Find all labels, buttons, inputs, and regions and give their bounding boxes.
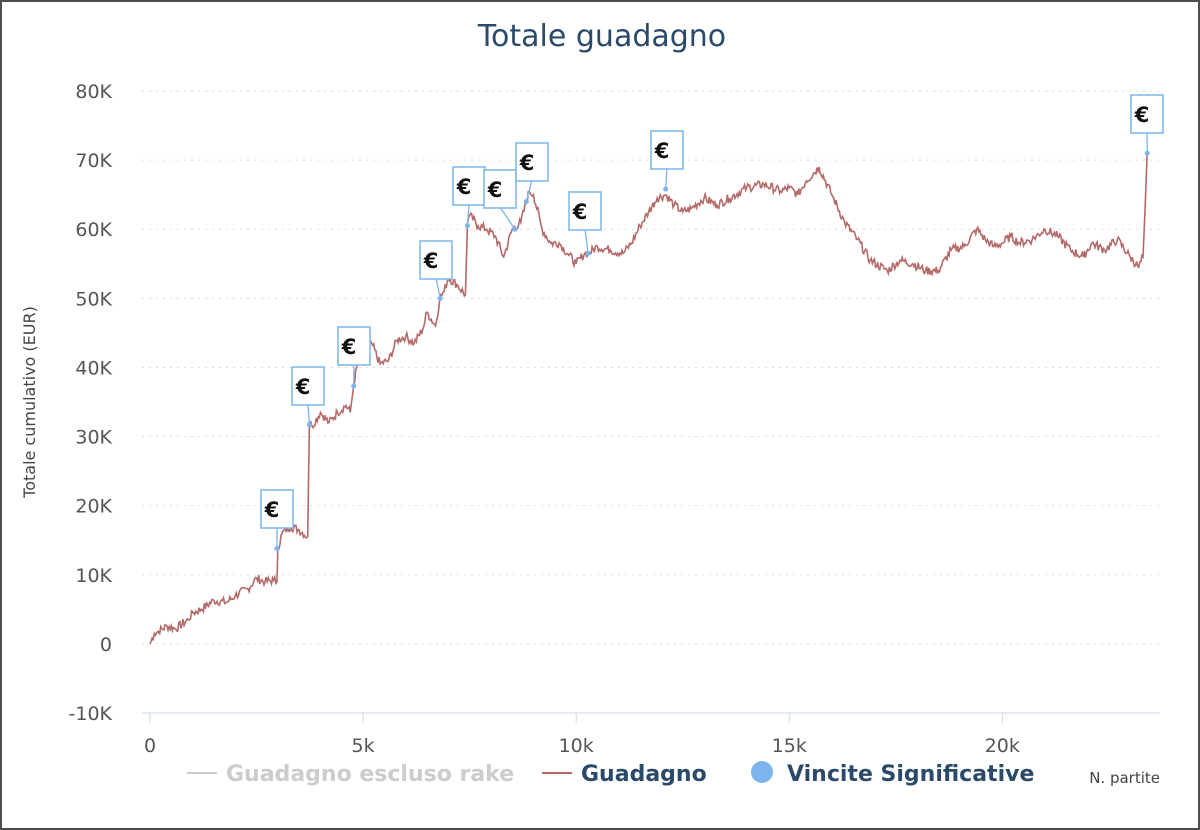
y-tick-label: 20K bbox=[75, 496, 112, 518]
y-tick-label: 60K bbox=[75, 219, 112, 241]
flag-box bbox=[1130, 94, 1164, 134]
flag-box bbox=[419, 240, 453, 280]
grid-lines bbox=[142, 90, 1160, 645]
flag-label: € bbox=[572, 200, 588, 224]
flag-box bbox=[337, 326, 371, 366]
y-tick-label: 70K bbox=[75, 150, 112, 172]
y-axis-ticks: -10K 0 10K 20K 30K 40K 50K 60K 70K 80K bbox=[69, 81, 113, 725]
flag-connector bbox=[435, 277, 441, 299]
flag-label: € bbox=[423, 249, 439, 273]
flag-point bbox=[437, 295, 443, 301]
legend-symbol bbox=[751, 761, 773, 783]
flag-point bbox=[585, 250, 591, 256]
flag-label: € bbox=[487, 178, 503, 202]
flag-label: € bbox=[341, 335, 357, 359]
significant-win-flag[interactable]: € bbox=[452, 166, 486, 229]
flag-box bbox=[452, 166, 486, 206]
flag-box bbox=[515, 142, 549, 182]
legend-label: Vincite Significative bbox=[787, 762, 1034, 787]
y-tick-label: -10K bbox=[69, 703, 113, 725]
flag-box bbox=[650, 130, 684, 170]
flag-point bbox=[523, 199, 529, 205]
significant-win-flag[interactable]: € bbox=[1130, 94, 1164, 156]
flag-connector bbox=[584, 228, 589, 254]
x-tick-label: 5k bbox=[352, 735, 375, 757]
legend-item[interactable]: Guadagno escluso rake bbox=[187, 762, 514, 787]
x-axis-label: N. partite bbox=[1089, 769, 1160, 787]
series-guadagno-line[interactable] bbox=[149, 153, 1148, 645]
x-tick-label: 10k bbox=[559, 735, 594, 757]
flag-label: € bbox=[295, 375, 311, 399]
significant-win-flag[interactable]: € bbox=[419, 240, 453, 301]
flag-connector bbox=[307, 403, 311, 425]
significant-win-flag[interactable]: € bbox=[337, 326, 371, 389]
y-tick-label: 50K bbox=[75, 288, 112, 310]
legend-item[interactable]: Guadagno bbox=[542, 762, 707, 787]
significant-win-flag[interactable]: € bbox=[568, 191, 602, 256]
significant-win-flag[interactable]: € bbox=[515, 142, 549, 205]
significant-win-flag[interactable]: € bbox=[260, 489, 294, 552]
flag-label: € bbox=[654, 139, 670, 163]
flag-label: € bbox=[456, 175, 472, 199]
flag-box bbox=[260, 489, 294, 529]
legend-label: Guadagno escluso rake bbox=[226, 762, 514, 787]
x-tick-label: 15k bbox=[772, 735, 807, 757]
y-tick-label: 40K bbox=[75, 357, 112, 379]
x-tick-label: 0 bbox=[144, 735, 156, 757]
flag-connector bbox=[665, 167, 668, 190]
flag-point bbox=[512, 226, 518, 232]
y-tick-label: 30K bbox=[75, 427, 112, 449]
flag-box bbox=[568, 191, 602, 231]
significant-win-flag[interactable]: € bbox=[650, 130, 684, 192]
y-tick-label: 0 bbox=[100, 634, 112, 656]
significant-win-flag[interactable]: € bbox=[291, 366, 325, 428]
flag-point bbox=[306, 422, 312, 428]
significant-win-flag[interactable]: € bbox=[483, 169, 518, 232]
y-axis-label: Totale cumulativo (EUR) bbox=[20, 306, 39, 499]
flag-point bbox=[464, 223, 470, 229]
x-tick-label: 20k bbox=[985, 735, 1020, 757]
flag-box bbox=[291, 366, 325, 406]
flag-label: € bbox=[1134, 103, 1150, 127]
flag-box bbox=[483, 169, 517, 209]
flag-label: € bbox=[519, 151, 535, 175]
flag-connector bbox=[499, 206, 516, 230]
flag-point bbox=[274, 546, 280, 552]
vincite-significative-flags: € € € € € € € € € € bbox=[260, 94, 1164, 552]
y-tick-label: 80K bbox=[75, 81, 112, 103]
flag-connector bbox=[525, 179, 533, 202]
legend: Guadagno escluso rake Guadagno Vincite Sig… bbox=[187, 761, 1034, 787]
flag-point bbox=[1144, 150, 1150, 156]
chart-title: Totale guadagno bbox=[477, 19, 726, 54]
y-tick-label: 10K bbox=[75, 565, 112, 587]
x-axis-ticks: 0 5k 10k 15k 20k bbox=[144, 713, 1020, 757]
legend-item[interactable]: Vincite Significative bbox=[751, 761, 1034, 787]
flag-point bbox=[351, 383, 357, 389]
flag-point bbox=[663, 186, 669, 192]
flag-label: € bbox=[264, 498, 280, 522]
legend-label: Guadagno bbox=[581, 762, 707, 787]
flag-connector bbox=[466, 203, 470, 226]
